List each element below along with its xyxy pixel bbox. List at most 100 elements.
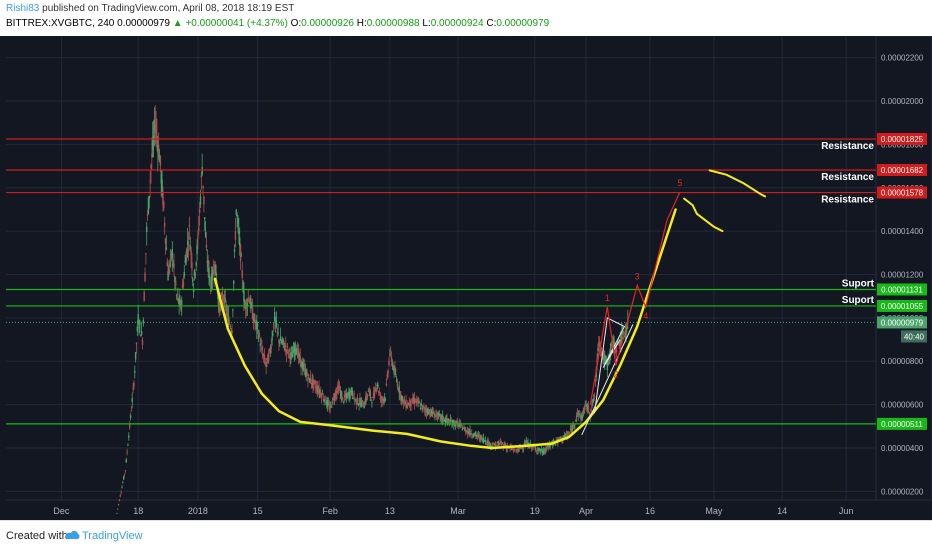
candle-body bbox=[268, 353, 270, 362]
candle-body bbox=[322, 398, 324, 400]
candle-body bbox=[578, 412, 580, 415]
candle-body bbox=[151, 153, 153, 158]
y-tick-label: 0.00000600 bbox=[881, 401, 924, 410]
candle-body bbox=[233, 280, 235, 284]
countdown-text: 40:40 bbox=[904, 332, 925, 341]
candle-body bbox=[387, 370, 389, 374]
candle-body bbox=[403, 399, 406, 402]
x-tick-label: Dec bbox=[53, 506, 70, 516]
candle-body bbox=[431, 411, 434, 415]
price-chart[interactable]: 0.000022000.000020000.000018000.00001600… bbox=[0, 36, 932, 520]
candle-body bbox=[305, 372, 307, 377]
candle-body bbox=[298, 354, 301, 358]
candle-body bbox=[137, 314, 139, 323]
candle-body bbox=[241, 270, 243, 278]
candle-body bbox=[412, 397, 414, 402]
candle-body bbox=[383, 398, 385, 402]
candle-body bbox=[192, 288, 195, 292]
candle-body bbox=[285, 349, 288, 354]
candle-body bbox=[166, 263, 168, 267]
candle-body bbox=[623, 335, 626, 338]
candle-body bbox=[424, 409, 427, 411]
candle-body bbox=[343, 394, 346, 398]
candle-body bbox=[283, 341, 285, 345]
candle-body bbox=[444, 418, 446, 422]
candle-body bbox=[326, 400, 329, 407]
tradingview-brand[interactable]: TradingView bbox=[82, 530, 143, 542]
candle-body bbox=[371, 402, 373, 404]
candle-body bbox=[204, 217, 206, 220]
candle-body bbox=[143, 292, 145, 302]
candle-body bbox=[307, 377, 309, 382]
candle-body bbox=[133, 382, 135, 388]
candle-body bbox=[300, 359, 302, 368]
candle-body bbox=[485, 443, 487, 445]
resistance-price-tag-text: 0.00001578 bbox=[881, 189, 924, 198]
candle-body bbox=[289, 355, 291, 360]
candle-body bbox=[324, 396, 326, 402]
candle-body bbox=[570, 429, 573, 433]
candle-body bbox=[323, 399, 325, 403]
candle-body bbox=[353, 392, 355, 397]
resistance-label: Resistance bbox=[821, 172, 874, 183]
candle-body bbox=[470, 433, 472, 435]
x-tick-label: 18 bbox=[133, 506, 143, 516]
support-price-tag bbox=[877, 299, 927, 312]
candle-body bbox=[152, 135, 155, 141]
candle-body bbox=[163, 201, 165, 209]
candle-body bbox=[603, 354, 605, 361]
resistance-label: Resistance bbox=[821, 141, 874, 152]
candle-body bbox=[361, 400, 364, 401]
change-value: +0.00000041 (+4.37%) bbox=[185, 18, 288, 29]
candle-body bbox=[476, 435, 478, 437]
candle-body bbox=[165, 247, 168, 250]
candle-body bbox=[264, 361, 266, 366]
candle-body bbox=[250, 298, 252, 309]
candle-body bbox=[238, 230, 240, 235]
y-tick-label: 0.00001200 bbox=[881, 271, 924, 280]
candle-body bbox=[500, 443, 503, 445]
candle-body bbox=[225, 306, 227, 312]
candle-body bbox=[376, 384, 378, 386]
candle-body bbox=[210, 273, 213, 289]
candle-body bbox=[489, 443, 492, 447]
candle-body bbox=[119, 495, 121, 497]
candle-body bbox=[501, 443, 504, 444]
tradingview-logo-icon bbox=[65, 530, 80, 539]
candle-body bbox=[197, 235, 199, 239]
candle-body bbox=[599, 351, 602, 353]
candle-body bbox=[333, 398, 336, 400]
candle-body bbox=[377, 384, 379, 388]
candle-body bbox=[304, 369, 307, 376]
candle-body bbox=[359, 398, 361, 401]
candle-body bbox=[457, 422, 459, 424]
candle-body bbox=[442, 416, 445, 421]
candle-body bbox=[228, 322, 231, 324]
candle-body bbox=[350, 388, 353, 394]
candle-body bbox=[311, 379, 313, 385]
candle-body bbox=[205, 244, 208, 248]
candle-body bbox=[386, 374, 388, 378]
candle-body bbox=[464, 427, 466, 432]
candle-body bbox=[531, 446, 533, 449]
candle-body bbox=[290, 352, 292, 356]
author-link[interactable]: Rishi83 bbox=[6, 3, 40, 14]
candle-body bbox=[454, 424, 457, 427]
candle-body bbox=[252, 318, 255, 323]
candle-body bbox=[224, 298, 226, 301]
candle-body bbox=[606, 362, 609, 370]
candle-body bbox=[232, 309, 234, 311]
candle-body bbox=[240, 255, 243, 257]
candle-body bbox=[360, 403, 362, 407]
candle-body bbox=[341, 395, 343, 401]
candle-body bbox=[355, 398, 357, 400]
candle-body bbox=[406, 406, 408, 408]
candle-body bbox=[280, 341, 283, 344]
candle-body bbox=[482, 438, 484, 442]
candle-body bbox=[317, 390, 319, 393]
candle-body bbox=[117, 504, 120, 505]
ohlc-line: BITTREX:XVGBTC, 240 0.00000979 ▲ +0.0000… bbox=[6, 18, 549, 29]
candle-body bbox=[248, 299, 250, 302]
candle-body bbox=[563, 435, 565, 440]
candle-body bbox=[134, 370, 136, 373]
